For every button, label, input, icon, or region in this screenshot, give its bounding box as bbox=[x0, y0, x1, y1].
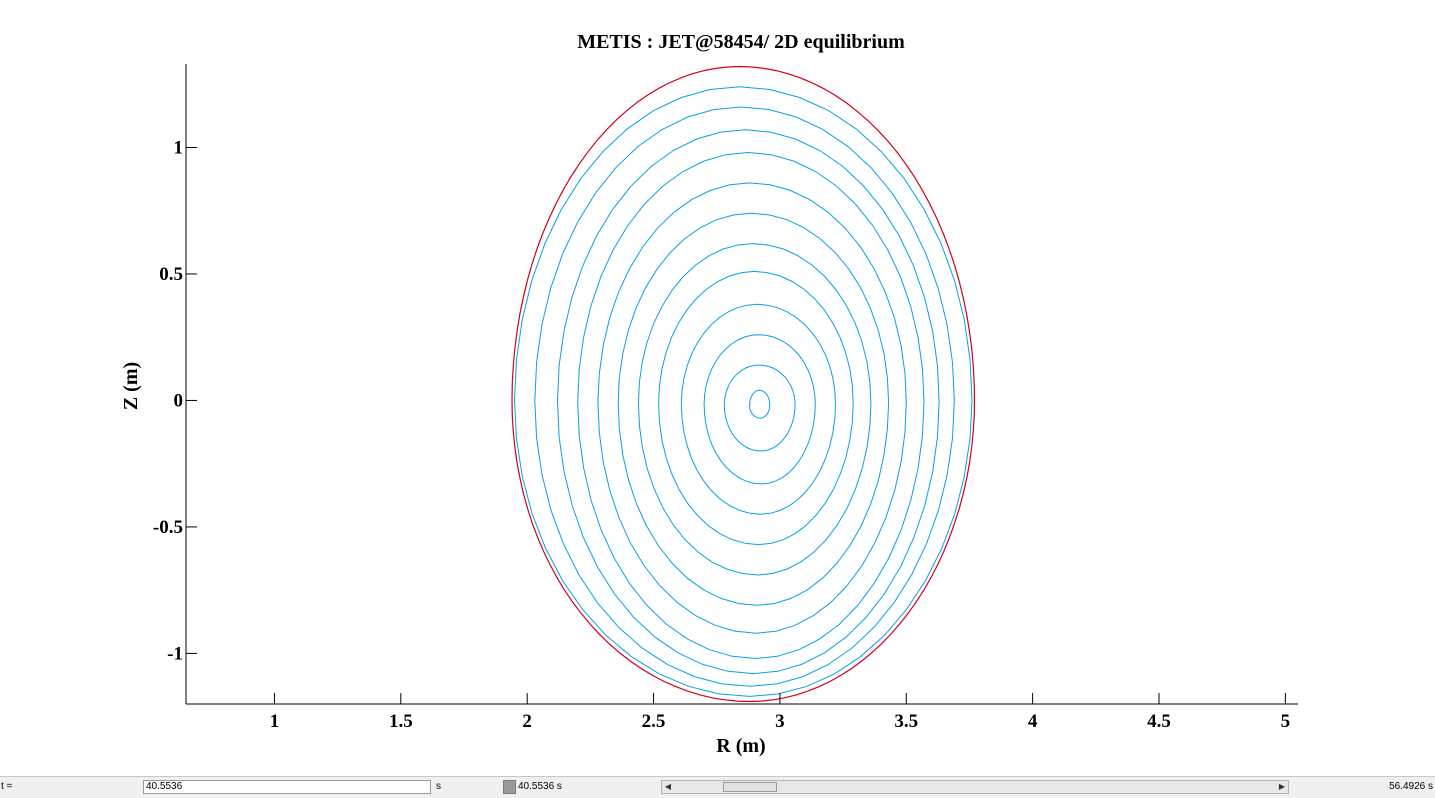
end-time-readout: 56.4926 s bbox=[1389, 781, 1433, 792]
x-tick-label: 4 bbox=[1028, 711, 1038, 732]
x-tick-label: 3 bbox=[775, 711, 785, 732]
slider-thumb[interactable] bbox=[723, 782, 778, 792]
time-input[interactable]: 40.5536 bbox=[143, 780, 431, 794]
axes: 1 1.5 2 2.5 3 3.5 4 4.5 5 -1 -0.5 0 0.5 1 bbox=[153, 64, 1298, 732]
time-control-bar: t = 40.5536 s 40.5536 s ◀ ▶ 56.4926 s bbox=[0, 776, 1435, 798]
step-handle[interactable] bbox=[503, 780, 516, 794]
x-tick-label: 1.5 bbox=[389, 711, 413, 732]
flux-surface bbox=[577, 151, 925, 660]
y-tick-label: 0 bbox=[174, 390, 184, 411]
flux-surface bbox=[556, 129, 940, 675]
flux-surface bbox=[749, 389, 771, 419]
x-tick-label: 2.5 bbox=[642, 711, 666, 732]
flux-surface bbox=[680, 303, 837, 515]
x-axis-label: R (m) bbox=[716, 735, 765, 757]
y-tick-label: -1 bbox=[167, 643, 183, 664]
x-tick-label: 4.5 bbox=[1147, 711, 1171, 732]
chart-title: METIS : JET@58454/ 2D equilibrium bbox=[577, 31, 905, 53]
flux-surface bbox=[617, 212, 890, 606]
time-label: t = bbox=[1, 781, 13, 792]
flux-surface bbox=[637, 243, 872, 576]
y-tick-label: 0.5 bbox=[159, 264, 183, 285]
flux-surface bbox=[597, 182, 907, 634]
slider-right-arrow-icon[interactable]: ▶ bbox=[1278, 782, 1286, 791]
flux-surface bbox=[658, 270, 854, 546]
flux-surface bbox=[703, 334, 816, 485]
x-tick-label: 5 bbox=[1281, 711, 1291, 732]
plot-area bbox=[511, 65, 976, 703]
x-tick-label: 2 bbox=[522, 711, 532, 732]
flux-surface bbox=[534, 106, 955, 687]
flux-surface bbox=[723, 364, 796, 452]
time-unit-label: s bbox=[436, 781, 441, 792]
current-time-readout: 40.5536 s bbox=[518, 781, 562, 792]
plasma-boundary bbox=[511, 65, 976, 703]
y-tick-label: -0.5 bbox=[153, 517, 183, 538]
x-tick-label: 3.5 bbox=[894, 711, 918, 732]
time-slider[interactable]: ◀ ▶ bbox=[661, 780, 1289, 794]
flux-surface bbox=[513, 86, 973, 697]
slider-left-arrow-icon[interactable]: ◀ bbox=[664, 782, 672, 791]
x-tick-label: 1 bbox=[270, 711, 280, 732]
y-axis-label: Z (m) bbox=[120, 362, 142, 410]
equilibrium-chart: METIS : JET@58454/ 2D equilibrium 1 1.5 2 2… bbox=[120, 31, 1298, 757]
y-tick-label: 1 bbox=[174, 137, 184, 158]
